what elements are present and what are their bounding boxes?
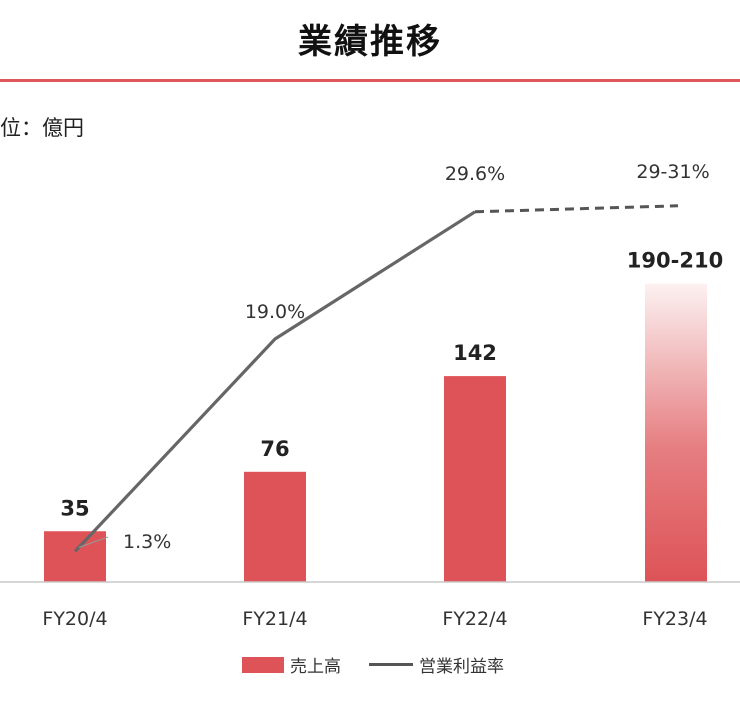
bar-value-label: 76 xyxy=(260,437,289,461)
x-tick-label: FY22/4 xyxy=(442,608,507,630)
bar-forecast xyxy=(645,283,707,582)
margin-line xyxy=(73,210,476,553)
x-tick-label: FY20/4 xyxy=(42,608,107,630)
legend-sales-swatch xyxy=(242,656,284,673)
bar-value-label: 35 xyxy=(60,496,89,520)
margin-value-label: 19.0% xyxy=(245,301,305,323)
bar xyxy=(444,376,506,582)
bar xyxy=(244,471,306,582)
margin-value-label: 1.3% xyxy=(123,531,171,553)
x-tick-label: FY23/4 xyxy=(642,608,707,630)
margin-line-forecast xyxy=(474,204,679,214)
unit-label: 位：億円 xyxy=(0,116,84,140)
bar-value-label: 190-210 xyxy=(627,249,723,273)
bar-value-label: 142 xyxy=(453,341,497,365)
bar xyxy=(44,531,106,582)
performance-chart: 35 76 142 190-210 FY20/4 FY21/4 FY22/4 FY23/4 1.… xyxy=(0,161,740,630)
margin-label-leader xyxy=(78,536,109,548)
margin-value-label: 29.6% xyxy=(445,163,505,185)
legend-margin-line xyxy=(369,663,413,666)
title-divider xyxy=(0,79,740,82)
x-tick-label: FY21/4 xyxy=(242,608,307,630)
legend-sales-label: 売上高 xyxy=(290,657,341,677)
margin-value-label: 29-31% xyxy=(636,161,709,183)
chart-legend: 売上高 営業利益率 xyxy=(242,652,504,677)
page-title: 業績推移 xyxy=(298,22,442,62)
legend-margin-label: 営業利益率 xyxy=(419,657,504,677)
